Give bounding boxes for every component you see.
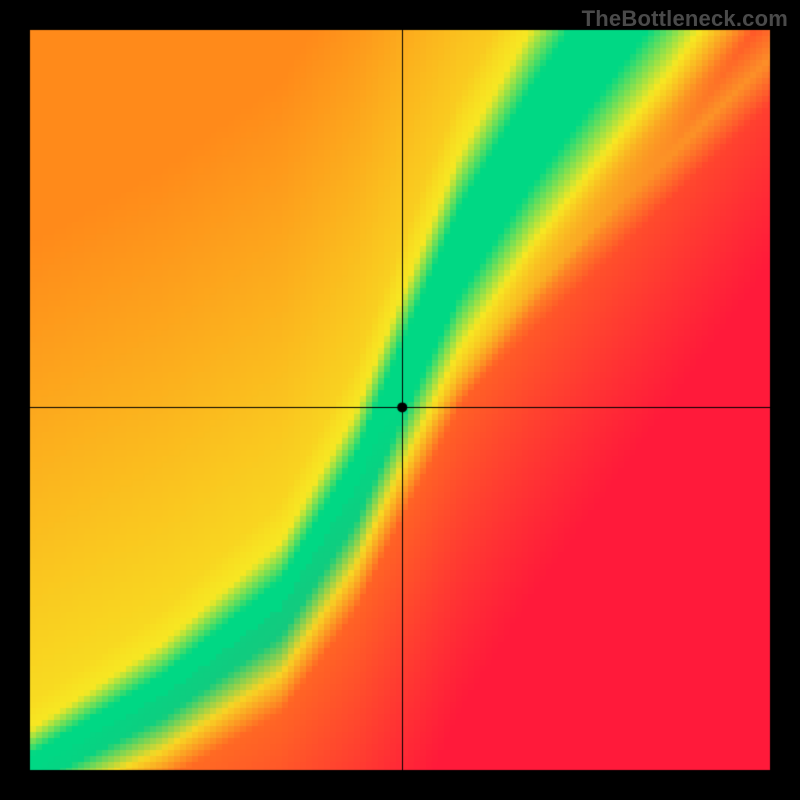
watermark-text: TheBottleneck.com (582, 6, 788, 32)
bottleneck-heatmap (0, 0, 800, 800)
